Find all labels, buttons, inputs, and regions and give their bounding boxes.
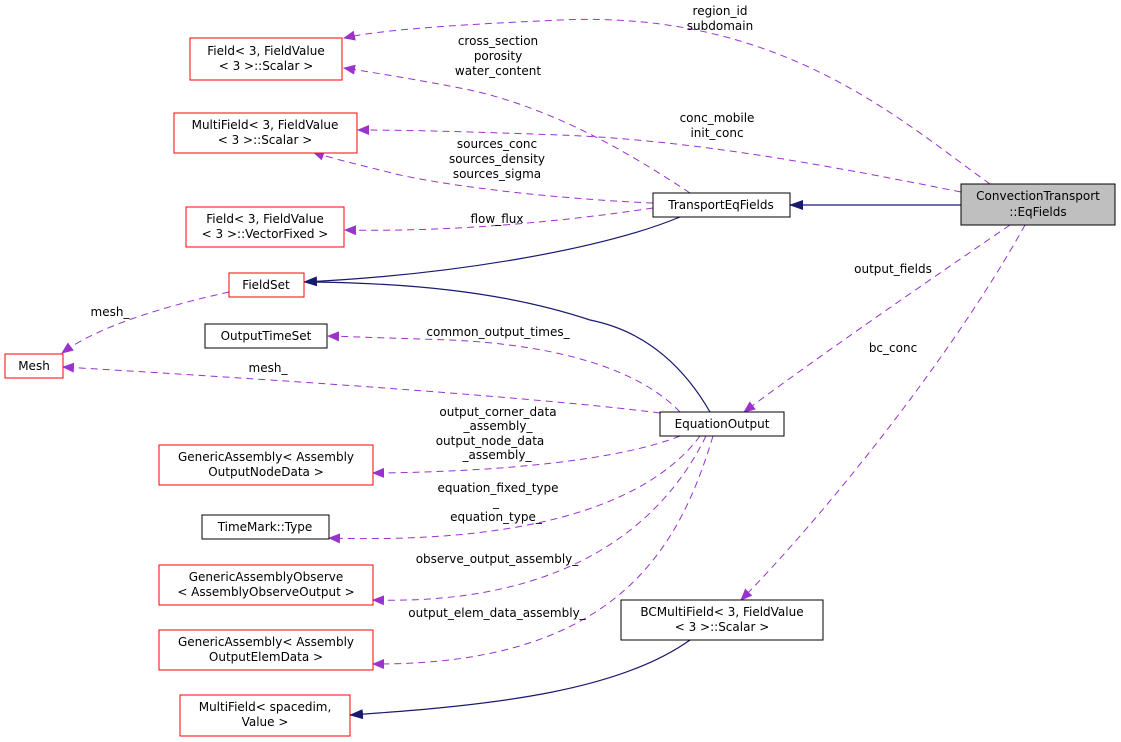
edge-label: init_conc [690, 126, 743, 140]
node-equation-output[interactable]: EquationOutput [659, 411, 785, 437]
edge-region [343, 18, 991, 185]
edge-observe [372, 435, 707, 606]
edge-label: sources_sigma [453, 167, 541, 181]
inherit-transport-fieldset [303, 216, 681, 287]
edge-label: porosity [474, 49, 522, 63]
edge-label: output_node_data [436, 434, 545, 448]
node-transport-eq-fields[interactable]: TransportEqFields [652, 192, 791, 218]
edge-mesh-eo [62, 362, 661, 414]
svg-text:::EqFields: ::EqFields [1009, 205, 1066, 219]
svg-text:OutputElemData >: OutputElemData > [209, 650, 323, 664]
svg-text:< 3 >::Scalar >: < 3 >::Scalar > [218, 133, 313, 147]
edge-label: common_output_times_ [426, 325, 570, 339]
node-multifield-spacedim[interactable]: MultiField< spacedim,Value > [179, 694, 351, 737]
svg-text:BCMultiField< 3, FieldValue: BCMultiField< 3, FieldValue [640, 605, 803, 619]
edge-label: sources_conc [457, 137, 537, 151]
edge-label: mesh_ [91, 305, 131, 319]
edge-flow-flux [344, 207, 654, 236]
svg-text:< AssemblyObserveOutput >: < AssemblyObserveOutput > [177, 585, 354, 599]
edge-label: output_fields [854, 262, 932, 276]
svg-text:EquationOutput: EquationOutput [675, 417, 770, 431]
edge-labels: region_id subdomain cross_section porosi… [91, 4, 932, 620]
edge-label: _ [492, 495, 500, 509]
node-fieldset[interactable]: FieldSet [228, 272, 305, 298]
edge-label: equation_fixed_type [437, 481, 558, 495]
inherit-eo-fieldset [309, 281, 711, 413]
node-bc-multifield[interactable]: BCMultiField< 3, FieldValue< 3 >::Scalar… [620, 599, 824, 641]
svg-text:< 3 >::Scalar >: < 3 >::Scalar > [675, 620, 770, 634]
edges [61, 18, 1026, 720]
edge-label: equation_type_ [450, 510, 543, 524]
edge-label: sources_density [449, 152, 545, 166]
edge-label: _assembly_ [462, 448, 533, 462]
inherit-bc-multifield [349, 639, 691, 720]
svg-text:TimeMark::Type: TimeMark::Type [217, 520, 313, 534]
svg-text:OutputTimeSet: OutputTimeSet [221, 329, 312, 343]
svg-text:GenericAssemblyObserve: GenericAssemblyObserve [189, 570, 344, 584]
svg-text:TransportEqFields: TransportEqFields [667, 198, 773, 212]
edge-conc [357, 125, 962, 193]
edge-sources [312, 150, 654, 204]
edge-label: bc_conc [869, 341, 917, 355]
node-generic-assembly-observe[interactable]: GenericAssemblyObserve< AssemblyObserveO… [158, 564, 374, 606]
svg-text:< 3 >::Scalar >: < 3 >::Scalar > [219, 59, 314, 73]
svg-text:GenericAssembly< Assembly: GenericAssembly< Assembly [178, 635, 354, 649]
node-generic-assembly-elem[interactable]: GenericAssembly< AssemblyOutputElemData … [158, 629, 374, 671]
edge-label: subdomain [687, 19, 753, 33]
node-output-time-set[interactable]: OutputTimeSet [204, 323, 328, 349]
node-field-vectorfixed[interactable]: Field< 3, FieldValue< 3 >::VectorFixed > [185, 206, 345, 248]
edge-corner-node [372, 435, 681, 478]
edge-label: output_corner_data [439, 405, 556, 419]
edge-label: conc_mobile [680, 111, 755, 125]
node-generic-assembly-node[interactable]: GenericAssembly< AssemblyOutputNodeData … [158, 444, 374, 486]
edge-common-output [327, 331, 681, 413]
edge-label: mesh_ [249, 361, 289, 375]
edge-eq-type [328, 435, 701, 544]
svg-text:ConvectionTransport: ConvectionTransport [976, 189, 1100, 203]
node-timemark-type[interactable]: TimeMark::Type [201, 514, 330, 540]
edge-label: output_elem_data_assembly_ [408, 606, 586, 620]
edge-mesh-fieldset [61, 291, 230, 354]
svg-text:MultiField< spacedim,: MultiField< spacedim, [199, 700, 332, 714]
svg-text:FieldSet: FieldSet [242, 278, 290, 292]
svg-text:MultiField< 3, FieldValue: MultiField< 3, FieldValue [192, 118, 339, 132]
node-multifield-scalar[interactable]: MultiField< 3, FieldValue< 3 >::Scalar > [173, 112, 358, 154]
edge-label: flow_flux [471, 212, 524, 226]
edge-label: _assembly_ [463, 419, 534, 433]
svg-text:Field< 3, FieldValue: Field< 3, FieldValue [207, 44, 324, 58]
node-field-scalar[interactable]: Field< 3, FieldValue< 3 >::Scalar > [189, 37, 343, 81]
edge-output-fields [743, 224, 1011, 413]
svg-text:GenericAssembly< Assembly: GenericAssembly< Assembly [178, 450, 354, 464]
node-convection-transport-eqfields[interactable]: ConvectionTransport::EqFields [960, 183, 1116, 226]
node-mesh[interactable]: Mesh [4, 353, 64, 379]
svg-text:Field< 3, FieldValue: Field< 3, FieldValue [206, 212, 323, 226]
edge-label: region_id [693, 4, 748, 18]
edge-label: observe_output_assembly_ [416, 552, 580, 566]
edge-bc-conc [740, 224, 1026, 601]
svg-text:Mesh: Mesh [18, 359, 50, 373]
edge-elem [372, 435, 714, 670]
svg-text:Value >: Value > [242, 715, 289, 729]
svg-text:< 3 >::VectorFixed >: < 3 >::VectorFixed > [202, 227, 329, 241]
svg-text:OutputNodeData >: OutputNodeData > [208, 465, 324, 479]
edge-label: cross_section [458, 34, 538, 48]
edge-label: water_content [455, 64, 541, 78]
